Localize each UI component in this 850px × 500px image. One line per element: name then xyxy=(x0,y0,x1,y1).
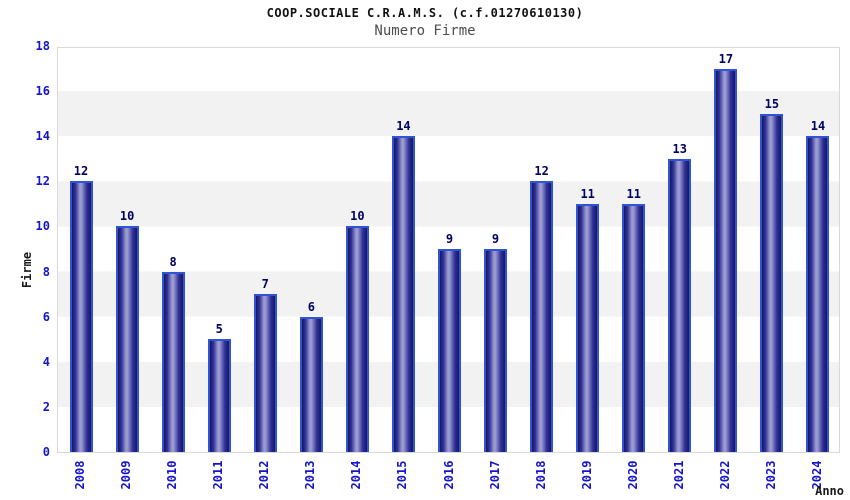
x-tick-label: 2009 xyxy=(119,460,134,490)
bar-value-label: 5 xyxy=(215,322,223,337)
bar-value-label: 14 xyxy=(810,119,826,134)
bar-2011 xyxy=(207,339,231,452)
bar-2010 xyxy=(161,271,185,452)
bar-value-label: 8 xyxy=(169,254,177,269)
x-tick-label: 2014 xyxy=(349,460,364,490)
bar-value-label: 7 xyxy=(261,277,269,292)
bar-2017 xyxy=(484,249,508,452)
bar-2020 xyxy=(622,203,646,452)
x-tick-label: 2017 xyxy=(487,460,502,490)
x-tick-label: 2011 xyxy=(211,460,226,490)
bar-2021 xyxy=(668,158,692,452)
x-tick-label: 2015 xyxy=(395,460,410,490)
bar-2012 xyxy=(253,294,277,452)
x-tick-label: 2022 xyxy=(717,460,732,490)
x-tick-label: 2018 xyxy=(533,460,548,490)
y-tick-label: 16 xyxy=(35,84,50,99)
x-axis-title: Anno xyxy=(815,484,844,498)
bar-2013 xyxy=(299,316,323,452)
bar-value-label: 13 xyxy=(672,141,687,156)
y-tick-label: 10 xyxy=(35,219,50,234)
bar-2014 xyxy=(345,226,369,452)
bar-2018 xyxy=(530,181,554,452)
x-tick-label: 2010 xyxy=(165,460,180,490)
bar-value-label: 9 xyxy=(445,232,454,246)
y-tick-label: 6 xyxy=(42,309,50,324)
x-tick-label: 2020 xyxy=(625,460,640,490)
y-tick-label: 18 xyxy=(35,39,50,53)
bar-2019 xyxy=(576,203,600,452)
bar-2016 xyxy=(438,249,461,452)
bar-value-label: 6 xyxy=(307,299,315,314)
x-tick-label: 2019 xyxy=(579,460,594,490)
bar-value-label: 14 xyxy=(396,119,411,134)
bar-2024 xyxy=(806,136,830,452)
x-tick-label: 2012 xyxy=(257,460,272,490)
x-tick-label: 2021 xyxy=(671,460,686,490)
bar-value-label: 15 xyxy=(764,96,780,111)
bar-value-label: 17 xyxy=(718,51,734,66)
y-tick-label: 2 xyxy=(42,399,50,414)
y-tick-label: 0 xyxy=(42,445,50,459)
y-tick-label: 14 xyxy=(35,129,50,144)
bar-2009 xyxy=(115,226,139,452)
x-tick-label: 2013 xyxy=(303,460,318,490)
bar-value-label: 11 xyxy=(580,186,595,201)
bar-2015 xyxy=(391,136,415,452)
bar-value-label: 11 xyxy=(626,186,641,201)
x-tick-label: 2023 xyxy=(763,460,778,490)
bar-2022 xyxy=(714,68,738,452)
bar-2023 xyxy=(760,113,784,452)
y-tick-label: 8 xyxy=(42,264,50,279)
bar-value-label: 9 xyxy=(491,232,500,246)
bar-value-label: 10 xyxy=(119,209,135,224)
x-tick-label: 2008 xyxy=(73,460,88,490)
bar-value-label: 12 xyxy=(534,164,549,179)
bar-2008 xyxy=(69,181,93,452)
y-tick-label: 12 xyxy=(35,174,50,189)
bar-value-label: 12 xyxy=(73,164,89,179)
bar-value-label: 10 xyxy=(350,209,365,224)
x-tick-label: 2016 xyxy=(441,460,456,490)
chart-subtitle: Numero Firme xyxy=(374,23,476,39)
y-tick-label: 4 xyxy=(42,354,50,369)
y-axis-title: Firme xyxy=(20,251,34,289)
chart-title: COOP.SOCIALE C.R.A.M.S. (c.f.01270610130… xyxy=(266,6,584,20)
plot-area: 12 10 8 5 7 6 10 14 9 9 12 11 11 13 17 15 14 xyxy=(57,47,840,453)
